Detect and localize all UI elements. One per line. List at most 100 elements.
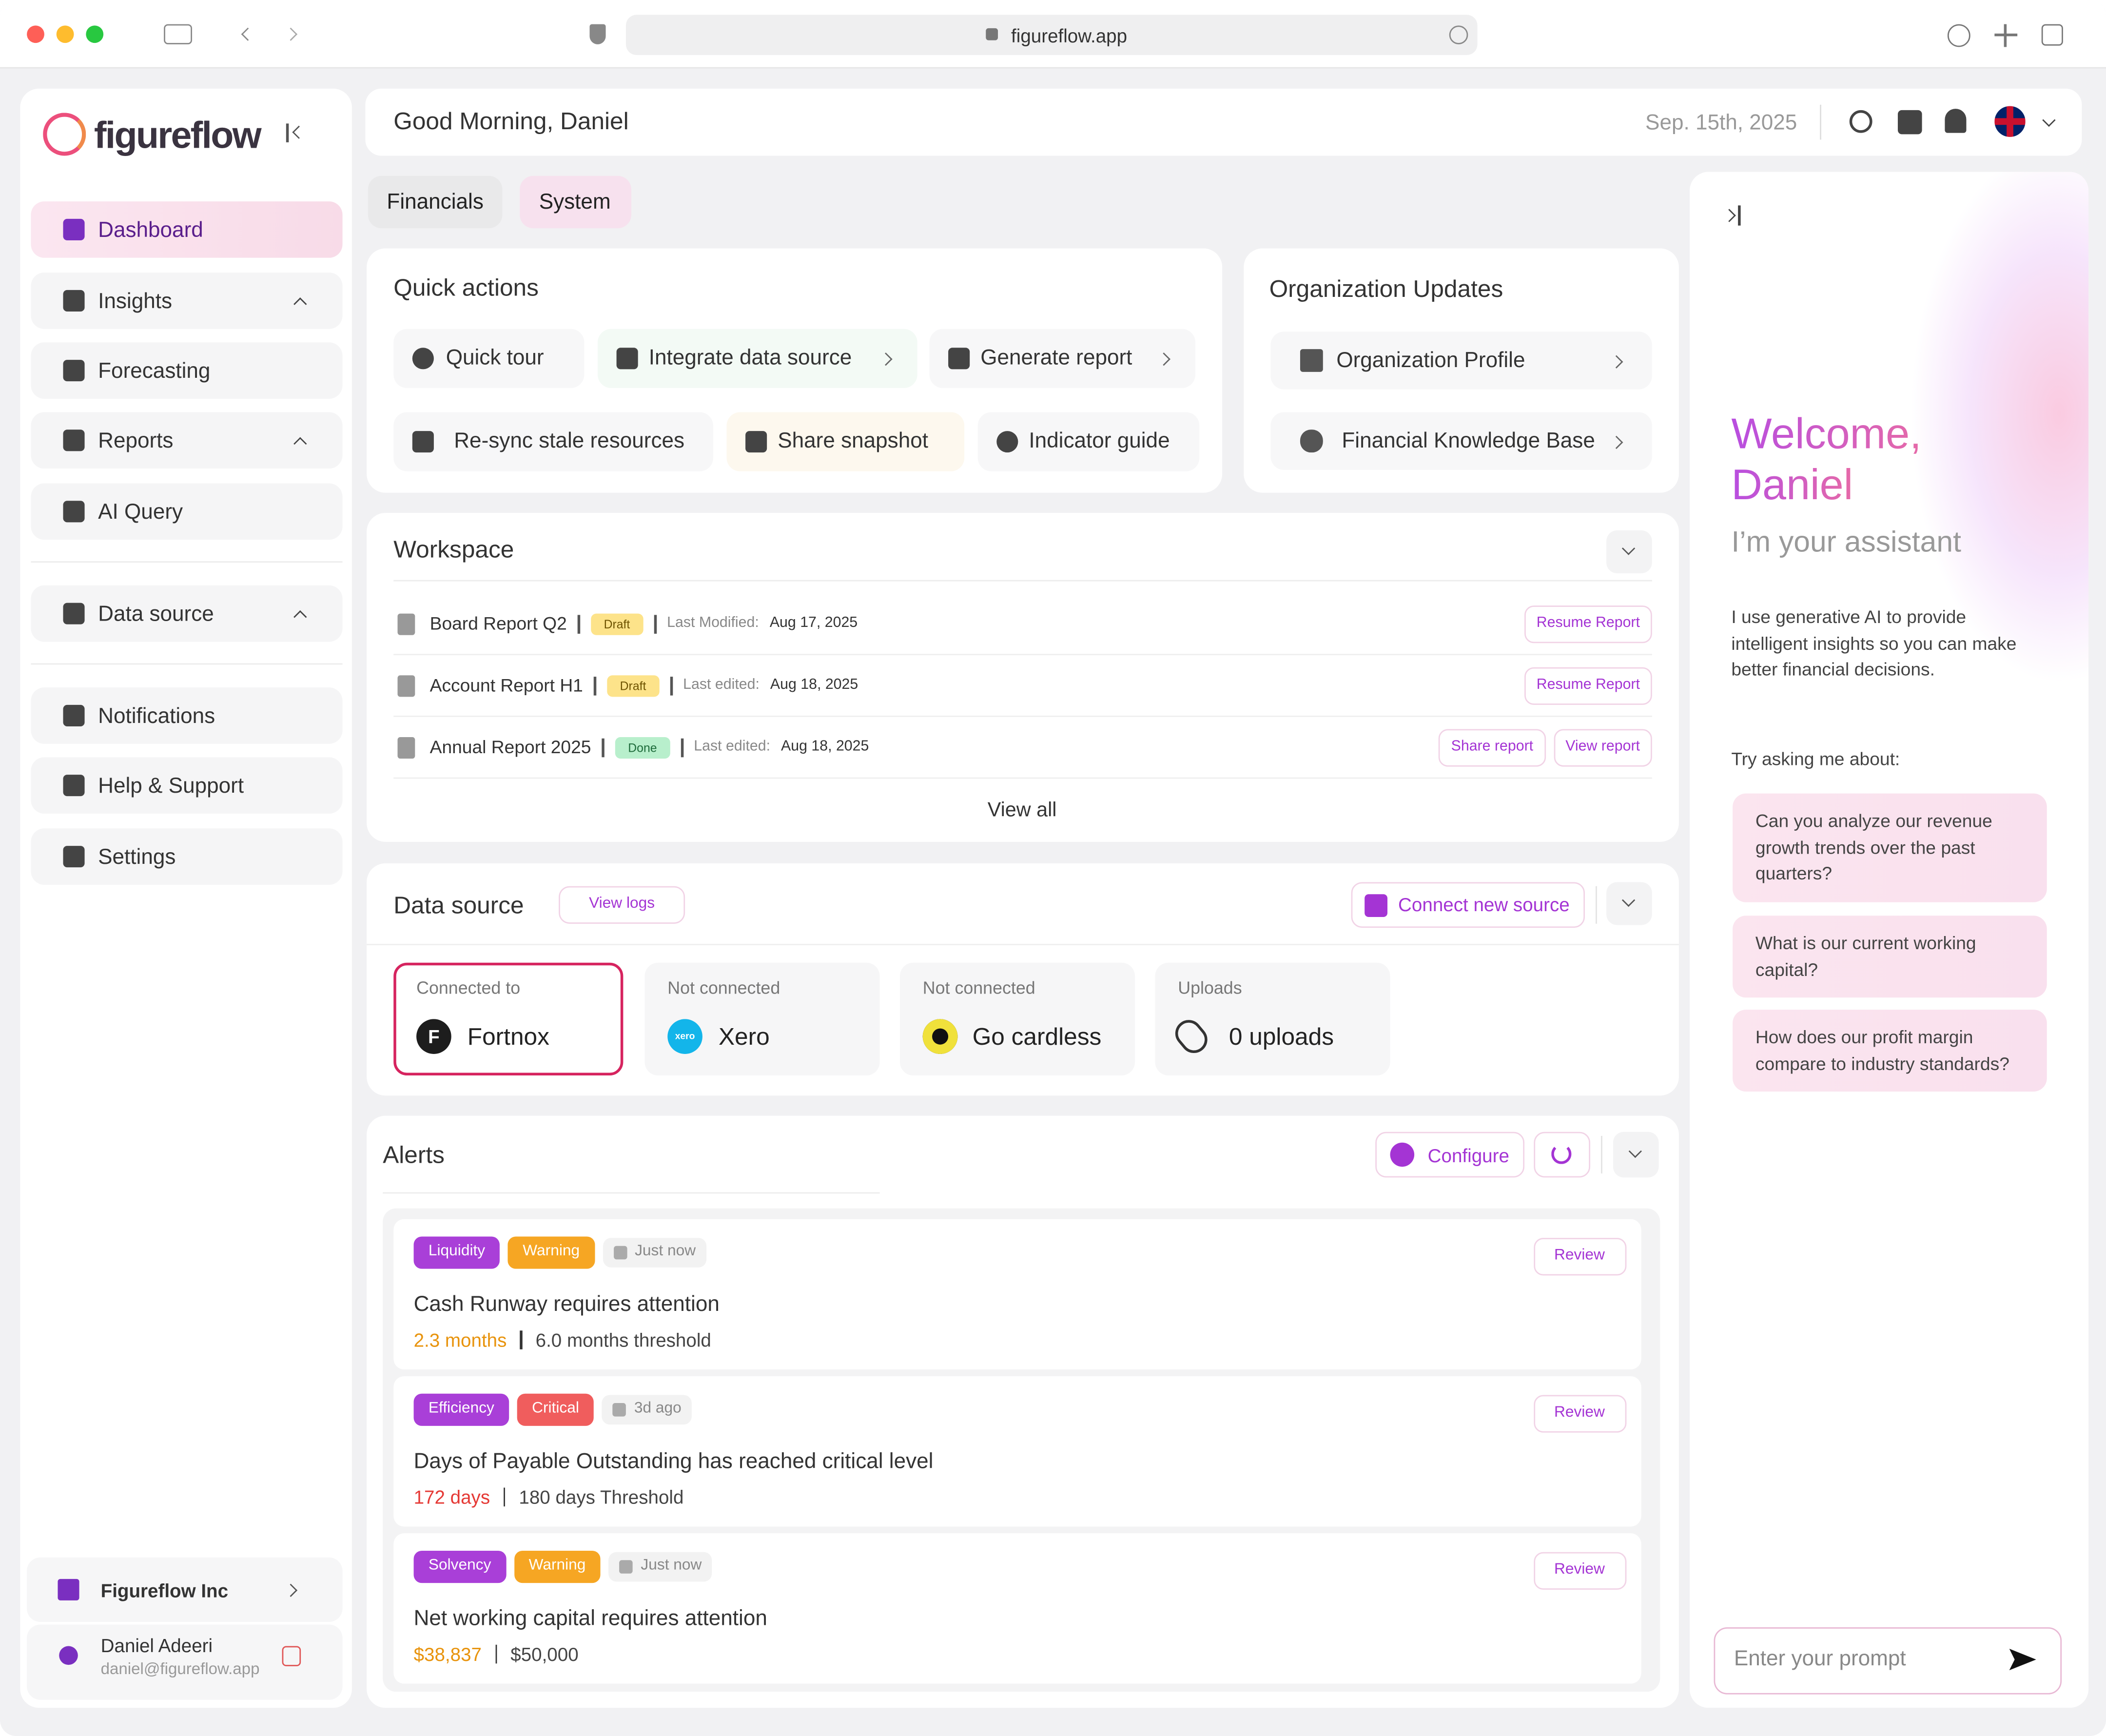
row-action[interactable]: Resume Report <box>1524 667 1652 704</box>
update-item[interactable] <box>1270 332 1652 390</box>
nav-label: Dashboard <box>98 219 203 242</box>
assistant-subtitle: I’m your assistant <box>1731 525 1961 559</box>
source-status: Not connected <box>922 977 1035 998</box>
alert-tag: Warning <box>507 1236 595 1269</box>
divider <box>1596 886 1597 924</box>
review-button[interactable] <box>1534 1238 1627 1276</box>
close-assistant[interactable] <box>1738 205 1741 226</box>
nav-label: Data source <box>98 603 214 626</box>
alert-threshold: 180 days Threshold <box>519 1485 684 1507</box>
row-action[interactable]: Resume Report <box>1524 606 1652 643</box>
org-switch[interactable] <box>27 1557 343 1622</box>
icon <box>63 603 85 624</box>
collapse-button[interactable] <box>1606 530 1652 574</box>
alert-tag: Liquidity <box>413 1236 500 1269</box>
collapse-button[interactable] <box>1606 882 1652 925</box>
separator <box>393 580 1652 582</box>
separator <box>31 561 343 563</box>
greeting: Good Morning, Daniel <box>393 107 629 135</box>
welcome-name: Daniel <box>1731 459 1853 510</box>
view-logs[interactable] <box>559 886 685 924</box>
tab-label: Financials <box>387 191 484 215</box>
tabs-icon[interactable] <box>2041 24 2063 46</box>
alert-value: 2.3 months <box>413 1328 507 1350</box>
bar <box>670 677 673 696</box>
icon <box>63 775 85 797</box>
icon <box>63 360 85 382</box>
collapse-button[interactable] <box>1613 1131 1659 1178</box>
source-card[interactable] <box>393 962 624 1076</box>
review-button[interactable] <box>1534 1395 1627 1433</box>
connect-label: Connect new source <box>1398 894 1570 916</box>
source-card[interactable] <box>644 962 880 1076</box>
refresh-button[interactable] <box>1534 1131 1591 1178</box>
separator <box>367 944 1679 945</box>
alert-time: Just now <box>641 1558 702 1574</box>
configure-button[interactable] <box>1375 1131 1525 1178</box>
doc-icon <box>397 737 415 759</box>
source-card[interactable] <box>899 962 1135 1076</box>
review-button[interactable] <box>1534 1552 1627 1590</box>
view-all[interactable]: View all <box>987 799 1057 822</box>
logout[interactable] <box>282 1646 301 1666</box>
suggestion[interactable]: What is our current working capital? <box>1733 916 2047 998</box>
row-action[interactable]: View report <box>1553 729 1652 766</box>
icon <box>59 1646 78 1665</box>
collapse-sidebar[interactable] <box>286 123 289 142</box>
time-chip: Just now <box>608 1552 713 1582</box>
date: Aug 18, 2025 <box>770 677 858 694</box>
action-button[interactable] <box>929 329 1196 388</box>
search[interactable] <box>1849 110 1872 133</box>
action-button[interactable] <box>393 412 713 471</box>
alert-tags: Solvency Warning Just now <box>413 1551 1086 1583</box>
bar <box>503 1487 506 1507</box>
user-email: daniel@figureflow.app <box>100 1659 260 1678</box>
configure-label: Configure <box>1427 1145 1509 1167</box>
org-name: Figureflow Inc <box>100 1580 229 1601</box>
action-button[interactable] <box>598 329 917 388</box>
source-logo: F <box>416 1019 451 1054</box>
prompt-placeholder: Enter your prompt <box>1734 1648 1906 1671</box>
suggestion[interactable]: How does our profit margin compare to in… <box>1733 1010 2047 1092</box>
update-item[interactable] <box>1270 412 1652 470</box>
suggestion[interactable]: Can you analyze our revenue growth trend… <box>1733 793 2047 902</box>
nav-label: AI Query <box>98 501 183 525</box>
bar <box>495 1644 497 1664</box>
source-card[interactable] <box>1155 962 1390 1076</box>
report-row: Board Report Q2 Draft Last Modified: Aug 17… <box>397 611 1338 638</box>
bell[interactable] <box>1945 109 1967 133</box>
separator <box>393 715 1652 717</box>
view-logs-label: View logs <box>589 896 655 912</box>
url-field[interactable] <box>625 15 1478 55</box>
tab-label: System <box>539 191 611 215</box>
row-action[interactable]: Share report <box>1439 729 1545 766</box>
flag[interactable] <box>1994 106 2026 137</box>
prompt-input[interactable] <box>1714 1627 2062 1695</box>
connect-button[interactable] <box>1351 882 1585 928</box>
separator <box>383 1192 880 1194</box>
icon <box>63 501 85 523</box>
icon <box>63 704 85 726</box>
refresh-icon <box>1551 1144 1572 1164</box>
bar <box>593 677 596 696</box>
date-label: Last edited: <box>694 739 771 755</box>
row-actions: Share report View report <box>1439 729 1652 766</box>
status-badge: Draft <box>606 675 660 698</box>
tab[interactable] <box>520 176 631 229</box>
alert-time: 3d ago <box>634 1400 682 1417</box>
download-icon[interactable] <box>1947 24 1970 47</box>
window-control <box>86 25 104 43</box>
action-label: Re-sync stale resources <box>454 430 685 453</box>
shield-icon <box>589 24 606 44</box>
review-label: Review <box>1554 1247 1605 1264</box>
icon[interactable] <box>1897 110 1922 135</box>
alert-threshold: $50,000 <box>510 1642 579 1664</box>
report-name: Annual Report 2025 <box>429 737 591 758</box>
card-title: Alerts <box>383 1141 445 1169</box>
icon <box>1390 1142 1415 1167</box>
icon <box>745 431 767 453</box>
nav-label: Insights <box>98 291 173 313</box>
assistant-intro: I use generative AI to provide intellige… <box>1731 606 2017 680</box>
tab[interactable] <box>368 176 503 229</box>
card-title: Data source <box>393 892 524 919</box>
